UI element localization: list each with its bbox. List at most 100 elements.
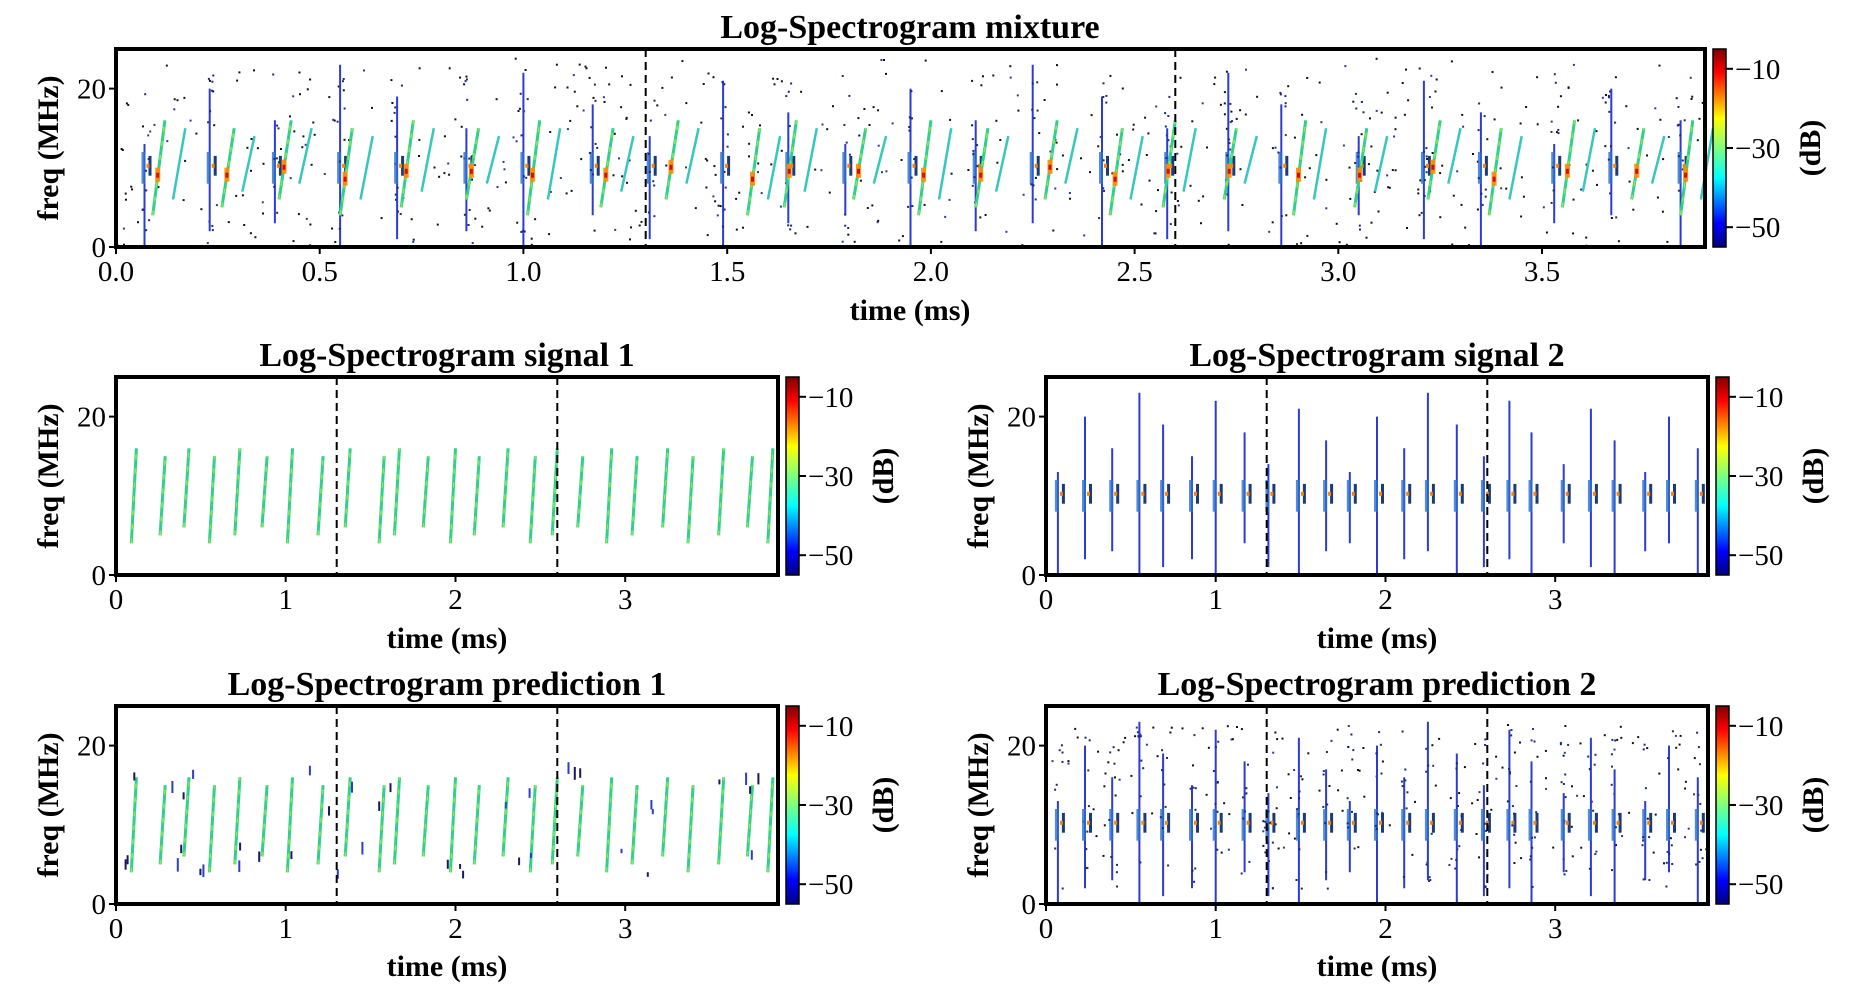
pulse-core <box>1189 809 1193 841</box>
pulse-spread <box>1161 769 1163 772</box>
noise-point <box>153 123 156 126</box>
pulse-core <box>1611 480 1616 512</box>
pulse-spread <box>1110 856 1113 858</box>
pulse-spread <box>1562 783 1565 785</box>
noise-point <box>940 240 943 243</box>
noise-point <box>334 241 337 243</box>
pulse-spread <box>1513 833 1516 836</box>
pulse-peak <box>1328 820 1332 825</box>
y-tick-label: 20 <box>77 731 106 763</box>
chirp-mark <box>207 785 216 873</box>
pulse-spread <box>1214 746 1217 749</box>
noise-point <box>304 143 307 146</box>
noise-point <box>166 140 169 143</box>
noise-point <box>1092 808 1095 811</box>
pulse-spread <box>1279 93 1282 96</box>
artifact-mark <box>757 773 760 785</box>
noise-point <box>293 130 296 133</box>
noise-point <box>418 67 421 70</box>
noise-point <box>213 124 216 127</box>
noise-point <box>780 80 783 83</box>
noise-point <box>1500 86 1503 89</box>
noise-point <box>157 186 160 189</box>
artifact-mark <box>182 792 185 800</box>
noise-point <box>1580 846 1583 849</box>
noise-point <box>826 128 829 131</box>
plot-frame <box>1044 375 1710 577</box>
noise-point <box>1474 743 1477 745</box>
noise-point <box>1116 133 1118 136</box>
x-tick-label: 0 <box>1039 913 1054 945</box>
noise-point <box>1052 229 1055 232</box>
pulse-side <box>1484 155 1488 176</box>
chirp-mark <box>377 785 386 873</box>
chirp-mark <box>472 785 481 865</box>
pulse-side <box>1248 812 1252 833</box>
pulse-peak <box>1087 491 1090 496</box>
pulse-spread <box>593 83 596 86</box>
noise-point <box>121 149 124 151</box>
noise-point <box>1431 744 1434 747</box>
chirp-mark <box>766 448 775 544</box>
pulse-spread <box>463 213 466 216</box>
pulse-core <box>1212 480 1217 512</box>
pulse-side <box>1427 155 1431 176</box>
pulse-spread <box>1088 739 1091 742</box>
noise-point <box>309 223 312 226</box>
noise-point <box>1229 121 1232 124</box>
noise-point <box>127 103 130 106</box>
pulse-spread <box>1229 102 1232 105</box>
pulse-spread <box>1169 223 1172 226</box>
pulse-side <box>1196 812 1199 833</box>
pulse-spread <box>1477 177 1480 180</box>
pulse-spread <box>1457 805 1459 807</box>
pulse-spread <box>1701 857 1704 860</box>
noise-point <box>1320 121 1323 124</box>
artifact-mark <box>749 786 752 794</box>
pulse-core <box>1109 809 1114 841</box>
noise-point <box>1231 738 1234 741</box>
x-tick-label: 0.0 <box>98 256 134 288</box>
pulse-spread <box>1360 101 1363 103</box>
noise-point <box>1293 837 1296 840</box>
y-axis-label: freq (MHz) <box>962 732 995 877</box>
pulse-spread <box>1486 873 1489 876</box>
pulse-core <box>646 152 651 184</box>
pulse-spread <box>1351 758 1354 761</box>
pulse-spread <box>1642 836 1645 838</box>
noise-point <box>1646 817 1649 820</box>
noise-point <box>1615 844 1617 847</box>
pulse-peak <box>1217 820 1221 825</box>
noise-point <box>719 205 722 208</box>
y-tick-label: 20 <box>77 74 106 106</box>
pulse-spread <box>1168 95 1171 98</box>
artifact-mark <box>180 844 183 854</box>
pulse-side <box>1594 812 1598 833</box>
pulse-spread <box>273 185 276 188</box>
pulse-side <box>1353 812 1357 833</box>
noise-point <box>1426 158 1429 160</box>
noise-point <box>516 221 519 224</box>
noise-point <box>858 134 861 137</box>
noise-point <box>569 119 572 122</box>
pulse-spread <box>1401 730 1404 733</box>
noise-point <box>1559 95 1562 98</box>
noise-point <box>713 165 716 168</box>
noise-point <box>608 83 611 86</box>
noise-point <box>742 125 744 128</box>
noise-point <box>1340 769 1343 772</box>
pulse-spread <box>1423 195 1426 198</box>
noise-point <box>1191 120 1194 123</box>
pulse-spread <box>1098 217 1101 220</box>
pulse-spread <box>1228 142 1231 145</box>
noise-point <box>1475 833 1478 835</box>
chirp-mark <box>528 456 537 544</box>
pulse-spread <box>1699 802 1702 805</box>
noise-point <box>1135 726 1138 729</box>
pulse-peak <box>1087 820 1090 825</box>
noise-point <box>1230 110 1233 113</box>
noise-point <box>1345 243 1348 246</box>
noise-point <box>1369 117 1371 120</box>
pulse-peak <box>1351 491 1355 496</box>
noise-point <box>1155 210 1158 213</box>
